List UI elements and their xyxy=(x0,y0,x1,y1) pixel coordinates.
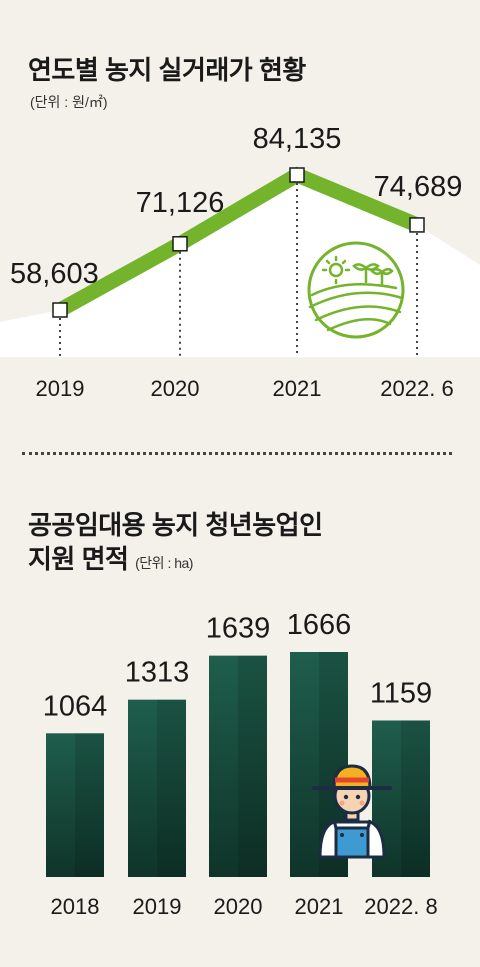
data-point-marker xyxy=(172,236,188,252)
section-divider xyxy=(22,452,452,455)
chart2-title-line2: 지원 면적 xyxy=(28,544,129,574)
data-point-marker xyxy=(52,302,68,318)
data-point-marker xyxy=(409,217,425,233)
bar-value-label: 1064 xyxy=(43,690,108,722)
bar-value-label: 1639 xyxy=(206,613,271,645)
x-tick-label: 2022. 6 xyxy=(380,376,453,401)
x-tick-label: 2021 xyxy=(295,894,344,919)
bar xyxy=(209,655,267,877)
data-point-marker xyxy=(289,167,305,183)
x-tick-label: 2018 xyxy=(51,894,100,919)
x-tick-label: 2020 xyxy=(214,894,263,919)
x-tick-label: 2019 xyxy=(133,894,182,919)
value-label: 58,603 xyxy=(10,258,99,290)
bar-shade xyxy=(238,655,267,877)
bar-shade xyxy=(157,699,186,877)
x-tick-label: 2021 xyxy=(273,376,322,401)
chart1-unit: (단위 : 원/㎡) xyxy=(30,94,108,110)
series-line xyxy=(56,166,420,317)
bar-value-label: 1666 xyxy=(287,609,352,641)
bar-value-label: 1159 xyxy=(370,677,432,709)
bar-shade xyxy=(401,720,430,877)
value-label: 74,689 xyxy=(374,171,463,203)
bar-value-label: 1313 xyxy=(125,657,190,689)
bar-shade xyxy=(75,733,104,877)
farmer-icon xyxy=(312,764,392,859)
chart2-unit: (단위 : ha) xyxy=(135,555,193,571)
bar xyxy=(128,699,186,877)
line-chart: 58,603 71,126 84,135 74,689 2019 2020 2021 202… xyxy=(0,123,480,401)
x-tick-label: 2020 xyxy=(151,376,200,401)
value-label: 84,135 xyxy=(253,123,342,155)
farm-field-icon xyxy=(307,241,405,339)
value-label: 71,126 xyxy=(136,187,225,219)
x-tick-label: 2022. 8 xyxy=(364,894,437,919)
chart2-title: 공공임대용 농지 청년농업인 지원 면적 (단위 : ha) xyxy=(28,508,323,580)
bar xyxy=(46,733,104,877)
chart1-title: 연도별 농지 실거래가 현황 xyxy=(28,55,306,85)
x-tick-label: 2019 xyxy=(36,376,85,401)
chart2-title-line1: 공공임대용 농지 청년농업인 xyxy=(28,510,323,540)
